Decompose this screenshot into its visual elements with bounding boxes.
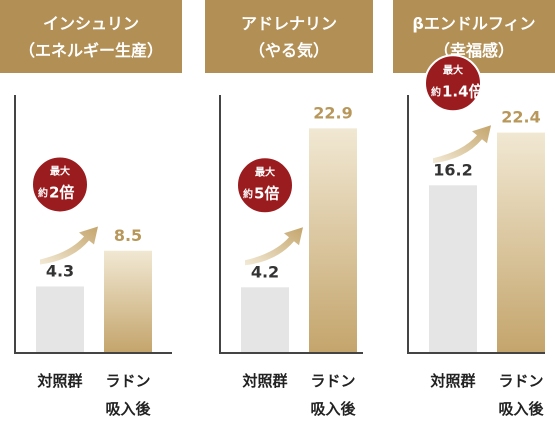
chart-subtitle: （やる気） — [249, 41, 329, 60]
badge-text: 2倍 — [49, 183, 74, 201]
arrow — [433, 125, 491, 164]
value-label: 16.2 — [433, 160, 472, 179]
badge-text: 1.4倍 — [442, 82, 484, 100]
badge-text: 5倍 — [254, 184, 279, 202]
header-box — [205, 0, 373, 73]
badge-text: 約 — [243, 187, 253, 200]
value-label: 22.9 — [313, 103, 352, 122]
badge — [31, 155, 89, 214]
bar — [309, 128, 357, 352]
badge-text: 最大 — [443, 63, 463, 76]
badge-text: 最大 — [255, 165, 275, 178]
badge — [424, 54, 482, 113]
badge — [236, 156, 294, 215]
x-tick-label: ラドン — [310, 372, 355, 390]
badge-text: 約 — [38, 186, 48, 199]
header-box — [393, 0, 555, 73]
value-label: 4.3 — [46, 261, 74, 280]
bar — [104, 250, 152, 352]
value-label: 4.2 — [251, 262, 279, 281]
chart-title: βエンドルフィン — [412, 14, 535, 33]
bar — [429, 185, 477, 352]
chart-title: アドレナリン — [241, 14, 337, 33]
x-tick-label: 吸入後 — [105, 400, 151, 418]
badge-text: 最大 — [50, 164, 70, 177]
chart-subtitle: （エネルギー生産） — [19, 41, 163, 60]
badge-text: 約 — [431, 85, 441, 98]
value-label: 22.4 — [501, 108, 540, 127]
x-tick-label: ラドン — [498, 372, 543, 390]
x-tick-label: ラドン — [105, 372, 150, 390]
arrow — [40, 226, 98, 265]
x-tick-label: 対照群 — [429, 372, 475, 390]
chart-title: インシュリン — [43, 14, 139, 33]
x-tick-label: 吸入後 — [310, 400, 356, 418]
bar — [497, 132, 545, 352]
arrow — [245, 227, 303, 266]
x-tick-label: 対照群 — [36, 372, 82, 390]
x-tick-label: 対照群 — [241, 372, 287, 390]
bar — [241, 287, 289, 352]
header-box — [0, 0, 182, 73]
value-label: 8.5 — [114, 226, 142, 245]
bar — [36, 286, 84, 352]
x-tick-label: 吸入後 — [498, 400, 544, 418]
